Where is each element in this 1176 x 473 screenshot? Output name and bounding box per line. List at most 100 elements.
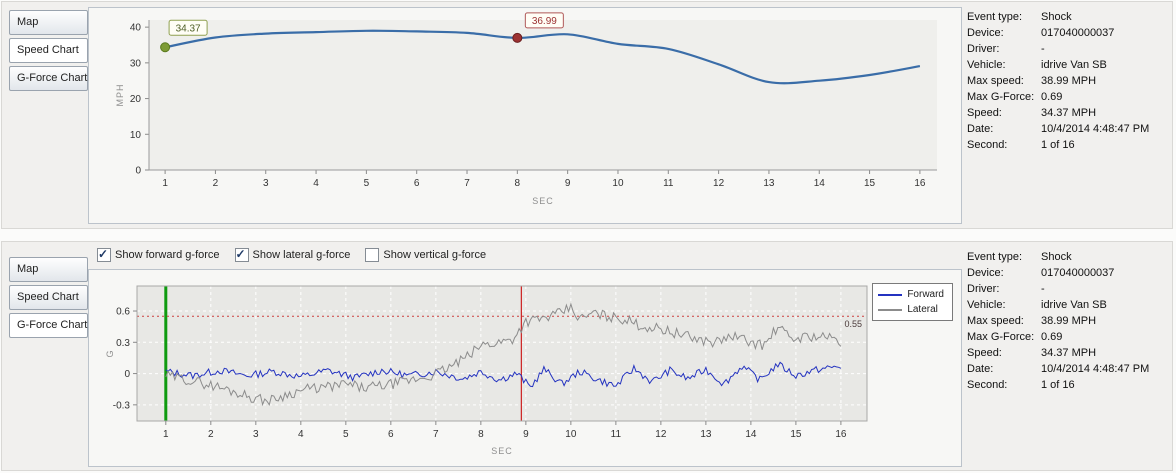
svg-text:8: 8 [478, 429, 484, 440]
info-label: Device: [967, 27, 1004, 39]
svg-text:9: 9 [523, 429, 529, 440]
info-row: Max G-Force: 0.69 [967, 89, 1173, 105]
svg-text:MPH: MPH [115, 84, 125, 107]
bottom-tab-sidebar: Map Speed Chart G-Force Chart [9, 257, 91, 341]
info-label: Second: [967, 139, 1008, 151]
legend-label: Forward [907, 289, 944, 300]
svg-text:SEC: SEC [491, 446, 513, 456]
info-label: Max speed: [967, 315, 1024, 327]
svg-text:11: 11 [663, 178, 674, 189]
info-label: Speed: [967, 347, 1002, 359]
svg-text:20: 20 [130, 94, 142, 105]
info-row: Max G-Force: 0.69 [967, 329, 1173, 345]
svg-text:30: 30 [130, 58, 142, 69]
checkbox-label: Show forward g-force [115, 249, 220, 261]
svg-text:3: 3 [263, 178, 269, 189]
tab-map[interactable]: Map [9, 257, 88, 282]
svg-text:G: G [105, 349, 115, 357]
info-label: Max G-Force: [967, 331, 1035, 343]
svg-text:7: 7 [433, 429, 439, 440]
info-value: 38.99 MPH [1041, 75, 1097, 87]
tab-gforce-chart[interactable]: G-Force Chart [9, 66, 88, 91]
checkbox-icon[interactable] [365, 248, 380, 262]
info-value: 1 of 16 [1041, 139, 1075, 151]
tab-map[interactable]: Map [9, 10, 88, 35]
info-row: Date: 10/4/2014 4:48:47 PM [967, 121, 1173, 137]
info-label: Date: [967, 123, 994, 135]
info-label: Date: [967, 363, 994, 375]
info-row: Speed: 34.37 MPH [967, 105, 1173, 121]
info-row: Second: 1 of 16 [967, 137, 1173, 153]
info-row: Device: 017040000037 [967, 25, 1173, 41]
svg-text:7: 7 [464, 178, 470, 189]
info-row: Event type: Shock [967, 249, 1173, 265]
info-row: Event type: Shock [967, 9, 1173, 25]
svg-text:13: 13 [763, 178, 775, 189]
info-value: 10/4/2014 4:48:47 PM [1041, 123, 1150, 135]
checkbox-show-vertical-gforce[interactable]: Show vertical g-force [365, 248, 486, 262]
speed-chart: 0 10 20 30 40 1 2 3 4 5 6 7 8 9 10 11 12 13 14 15 16 MPH SEC 34… [88, 7, 962, 224]
svg-text:10: 10 [612, 178, 624, 189]
svg-text:SEC: SEC [532, 196, 554, 206]
svg-text:36.99: 36.99 [532, 16, 557, 27]
svg-text:6: 6 [388, 429, 394, 440]
info-value: 10/4/2014 4:48:47 PM [1041, 363, 1150, 375]
info-value: 1 of 16 [1041, 379, 1075, 391]
info-value: 017040000037 [1041, 27, 1115, 39]
info-label: Speed: [967, 107, 1002, 119]
svg-text:13: 13 [700, 429, 712, 440]
checkbox-icon[interactable] [234, 247, 249, 262]
svg-text:0.3: 0.3 [116, 338, 130, 349]
svg-text:9: 9 [565, 178, 571, 189]
gforce-chart-svg[interactable]: 0.551 2 3 4 5 6 7 8 9 10 11 12 13 14 15 16-0.300.30.6GS… [89, 270, 959, 464]
info-row: Max speed: 38.99 MPH [967, 73, 1173, 89]
info-label: Device: [967, 267, 1004, 279]
info-row: Device: 017040000037 [967, 265, 1173, 281]
tab-gforce-chart[interactable]: G-Force Chart [9, 313, 88, 338]
svg-text:6: 6 [414, 178, 420, 189]
info-label: Event type: [967, 11, 1023, 23]
info-row: Vehicle: idrive Van SB [967, 297, 1173, 313]
info-value: 34.37 MPH [1041, 347, 1097, 359]
info-row: Second: 1 of 16 [967, 377, 1173, 393]
event-info-panel-bottom: Event type: Shock Device: 017040000037 Dri… [967, 249, 1173, 393]
info-label: Second: [967, 379, 1008, 391]
svg-text:14: 14 [814, 178, 826, 189]
svg-text:0.55: 0.55 [844, 319, 862, 329]
checkbox-show-lateral-gforce[interactable]: Show lateral g-force [234, 247, 350, 262]
info-value: 38.99 MPH [1041, 315, 1097, 327]
tab-speed-chart[interactable]: Speed Chart [9, 285, 88, 310]
svg-text:8: 8 [515, 178, 521, 189]
svg-text:0: 0 [124, 369, 130, 380]
checkbox-show-forward-gforce[interactable]: Show forward g-force [97, 247, 220, 262]
info-label: Max speed: [967, 75, 1024, 87]
info-label: Vehicle: [967, 299, 1006, 311]
info-row: Driver: - [967, 41, 1173, 57]
svg-text:40: 40 [130, 23, 142, 34]
info-value: 017040000037 [1041, 267, 1115, 279]
svg-text:4: 4 [313, 178, 319, 189]
checkbox-icon[interactable] [97, 247, 111, 262]
tab-speed-chart[interactable]: Speed Chart [9, 38, 88, 63]
svg-text:12: 12 [713, 178, 725, 189]
svg-text:34.37: 34.37 [176, 23, 201, 34]
gforce-checkbox-row: Show forward g-force Show lateral g-forc… [97, 247, 486, 262]
svg-text:12: 12 [655, 429, 667, 440]
info-label: Vehicle: [967, 59, 1006, 71]
info-row: Date: 10/4/2014 4:48:47 PM [967, 361, 1173, 377]
chart-legend: Forward Lateral [872, 283, 953, 321]
info-value: idrive Van SB [1041, 59, 1107, 71]
svg-text:5: 5 [343, 429, 349, 440]
info-value: Shock [1041, 251, 1072, 263]
top-tab-sidebar: Map Speed Chart G-Force Chart [9, 10, 91, 94]
checkbox-label: Show vertical g-force [383, 249, 487, 261]
info-value: Shock [1041, 11, 1072, 23]
svg-text:5: 5 [364, 178, 370, 189]
svg-text:15: 15 [864, 178, 876, 189]
svg-text:1: 1 [163, 429, 169, 440]
info-value: 0.69 [1041, 331, 1063, 343]
event-info-panel-top: Event type: Shock Device: 017040000037 Dri… [967, 9, 1173, 153]
svg-text:16: 16 [914, 178, 926, 189]
